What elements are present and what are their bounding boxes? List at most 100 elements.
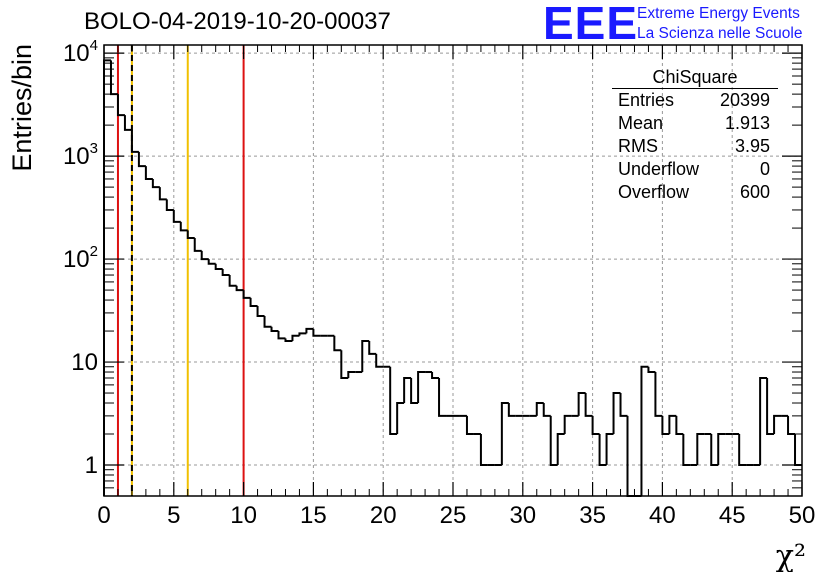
histogram-bin (312, 328, 321, 337)
histogram-bin (479, 434, 488, 467)
eee-logo-line2: La Scienza nelle Scuole (637, 25, 803, 42)
stats-row: Overflow 600 (612, 181, 778, 204)
stats-label: Entries (618, 90, 675, 110)
eee-logo: EEE Extreme Energy Events La Scienza nel… (543, 0, 833, 47)
stats-value: 0 (759, 159, 770, 179)
x-tick-label: 20 (370, 502, 397, 529)
y-axis-label: Entries/bin (7, 44, 37, 172)
stats-box: ChiSquare Entries 20399 Mean 1.913 RMS 3.95 Un… (612, 66, 778, 204)
eee-logo-line1: Extreme Energy Events (637, 5, 800, 22)
histogram-bin (277, 331, 286, 340)
stats-row: Mean 1.913 (612, 112, 778, 135)
histogram-bin (298, 332, 307, 336)
x-axis: 0 5 10 15 20 25 30 35 40 45 50 (97, 45, 815, 529)
stats-row: Underflow 0 (612, 158, 778, 181)
y-tick-exponent: 4 (90, 37, 98, 54)
y-tick-label: 1 (85, 452, 98, 479)
histogram-bin (647, 366, 656, 374)
y-tick-label: 10 (71, 349, 98, 376)
histogram-bin (577, 392, 586, 416)
histogram-bin (333, 335, 342, 352)
x-tick-label: 15 (300, 502, 327, 529)
histogram-bin (500, 402, 509, 466)
histogram-bin (249, 297, 258, 308)
histogram-bin (738, 434, 747, 467)
y-tick-label: 102 (63, 243, 98, 273)
stats-label: Overflow (618, 182, 690, 202)
y-tick-exponent: 2 (90, 243, 98, 260)
y-tick-exponent: 3 (90, 140, 98, 157)
histogram-bin (417, 371, 426, 404)
histogram-bin (410, 377, 419, 405)
histogram-bin (130, 129, 139, 153)
histogram-bin (640, 365, 649, 496)
histogram-bin (172, 209, 181, 223)
histogram-bin (235, 285, 244, 292)
histogram-bin (396, 402, 405, 435)
histogram-bin (375, 353, 384, 368)
histogram-bin (619, 393, 628, 417)
histogram-bin (598, 434, 607, 467)
histogram-bin (116, 94, 125, 117)
histogram-bin (242, 290, 251, 299)
x-tick-label: 0 (97, 502, 110, 529)
histogram-bin (305, 327, 314, 334)
y-tick-base: 10 (63, 143, 90, 170)
histogram-bin (431, 372, 440, 379)
histogram-bin (507, 403, 516, 417)
histogram-bin (165, 199, 174, 211)
stats-title: ChiSquare (612, 66, 778, 89)
stats-label: Mean (618, 113, 664, 133)
x-tick-label: 30 (509, 502, 536, 529)
histogram-bin (654, 372, 663, 417)
y-tick-base: 10 (63, 40, 90, 67)
histogram-bin (284, 338, 293, 343)
histogram-bin (347, 371, 356, 378)
histogram-bin (535, 402, 544, 416)
histogram-bin (465, 415, 474, 436)
histogram-bin (158, 187, 167, 201)
histogram-bin (123, 115, 132, 131)
histogram-bin (675, 415, 684, 436)
histogram-bin (717, 433, 726, 466)
histogram-bin (612, 392, 621, 435)
histogram-bin (682, 434, 691, 467)
x-tick-label: 10 (230, 502, 257, 529)
stats-value: 3.95 (734, 136, 770, 156)
stats-value: 20399 (719, 90, 770, 110)
histogram-bin (710, 434, 719, 467)
histogram-bin (438, 377, 447, 417)
histogram-bin (626, 415, 635, 497)
histogram-bin (144, 166, 153, 180)
y-tick-base: 10 (63, 246, 90, 273)
stats-value: 600 (739, 182, 770, 202)
x-tick-label: 45 (719, 502, 746, 529)
histogram-bin (361, 340, 370, 373)
y-tick-label: 103 (63, 140, 98, 170)
x-tick-label: 40 (649, 502, 676, 529)
histogram-bin (228, 275, 237, 287)
y-tick-label: 104 (63, 37, 98, 67)
plot-title: BOLO-04-2019-10-20-00037 (84, 8, 391, 35)
histogram-bin (556, 433, 565, 466)
histogram-bin (103, 59, 111, 496)
histogram-bin (207, 259, 216, 265)
histogram-bin (759, 376, 768, 466)
histogram-bin (151, 178, 160, 189)
histogram-bin (605, 433, 614, 466)
x-axis-label: χ² (776, 539, 806, 572)
histogram-bin (766, 377, 775, 436)
histogram-bin (137, 151, 146, 168)
histogram-bin (773, 414, 782, 435)
histogram-bin (542, 403, 551, 417)
histogram-bin (584, 393, 593, 417)
histogram-bin (794, 434, 802, 467)
stats-row: Entries 20399 (612, 89, 778, 112)
histogram-bin (214, 263, 223, 271)
stats-value: 1.913 (724, 113, 770, 133)
histogram-bin (661, 415, 670, 436)
histogram-bin (340, 350, 349, 379)
histogram-bin (256, 306, 265, 318)
